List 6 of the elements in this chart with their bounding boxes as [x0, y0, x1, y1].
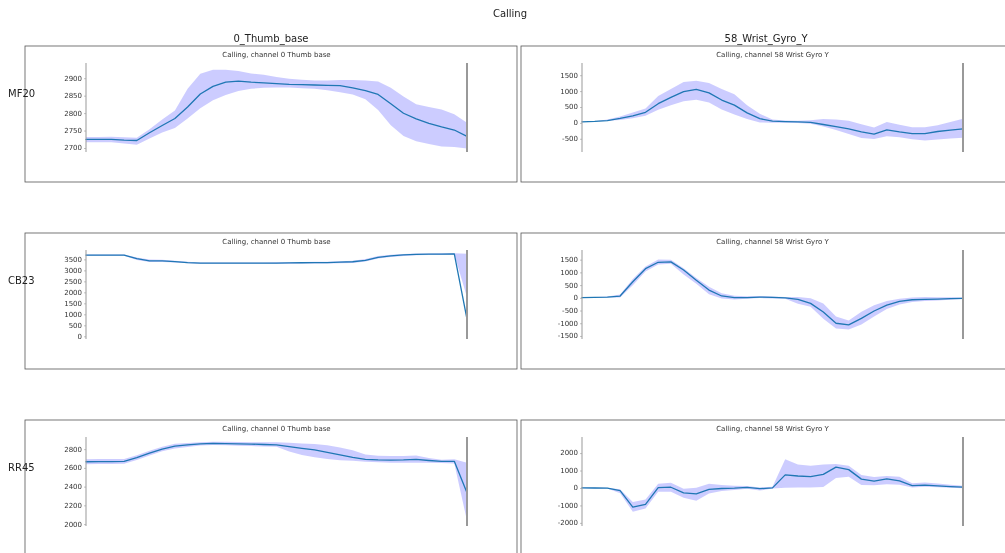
text: Calling — [492, 8, 528, 19]
chart-title: 0_Thumb_base — [233, 33, 309, 45]
y-axis-title: RR45 — [8, 462, 35, 473]
y-axis-title: MF20 — [8, 88, 36, 99]
y-axis-title: CB23 — [8, 275, 35, 286]
chart-title: 58_Wrist_Gyro_Y — [724, 33, 809, 45]
